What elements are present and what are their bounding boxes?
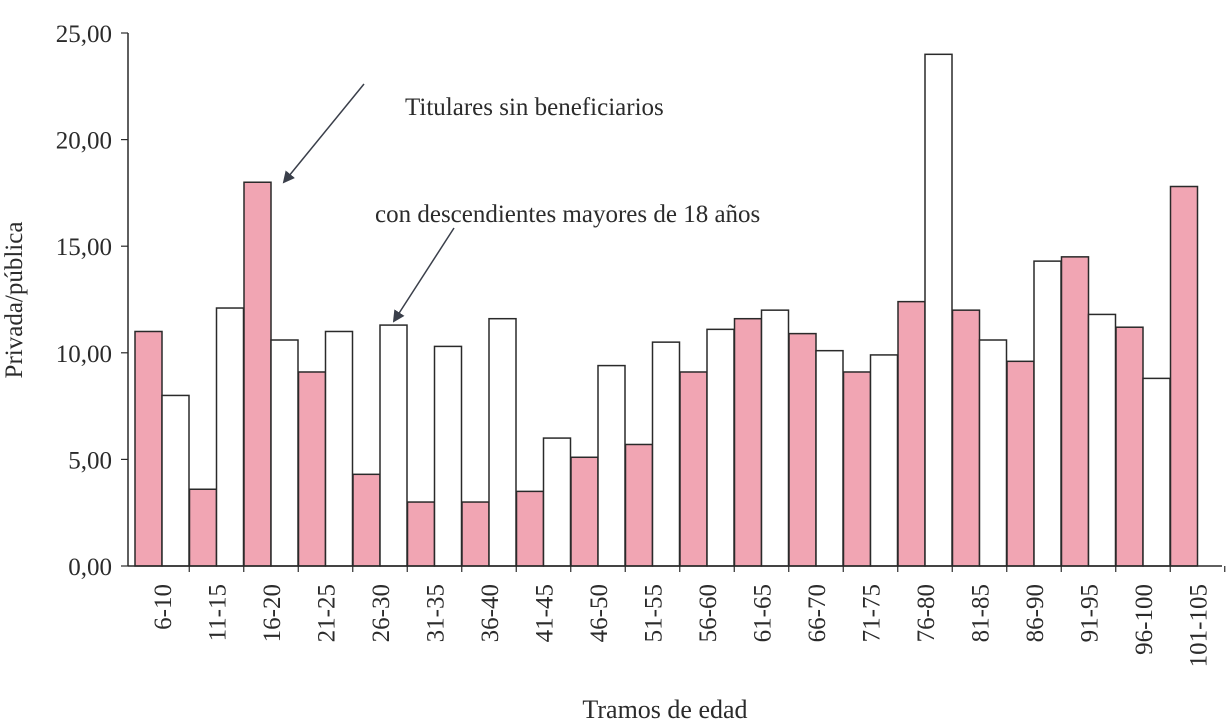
bar-series2-81-85 xyxy=(978,339,1008,567)
bar-series1-91-95 xyxy=(1060,256,1090,567)
bar-series2-96-100 xyxy=(1142,377,1171,567)
x-tick-label: 26-30 xyxy=(368,584,395,642)
x-tick-label: 81-85 xyxy=(968,584,995,642)
y-tick-label: 5,00 xyxy=(68,447,112,474)
bar-series1-21-25 xyxy=(297,371,327,567)
x-tick-label: 6-10 xyxy=(150,584,177,630)
bar-series2-6-10 xyxy=(161,394,190,567)
bar-series1-26-30 xyxy=(352,473,381,567)
annotations-layer: Titulares sin beneficiarios con descendi… xyxy=(282,83,760,323)
x-tick-label: 46-50 xyxy=(586,584,613,642)
x-tick-label: 51-55 xyxy=(641,584,668,642)
bar-series1-66-70 xyxy=(788,332,817,567)
bar-series1-41-45 xyxy=(515,490,545,567)
bar-series2-36-40 xyxy=(488,317,517,567)
x-tick-label: 21-25 xyxy=(314,584,341,642)
bar-series1-101-105 xyxy=(1169,185,1199,567)
bar-series2-91-95 xyxy=(1087,313,1117,567)
axes-layer: 6-10 11-15 16-20 21-25 26-30 31-35 36-40 41-45 4… xyxy=(56,21,1226,667)
bar-series1-6-10 xyxy=(134,330,163,567)
bar-series2-51-55 xyxy=(651,341,681,567)
bar-series2-66-70 xyxy=(815,349,844,567)
x-tick-label: 101-105 xyxy=(1186,584,1213,667)
bar-series1-11-15 xyxy=(188,488,218,567)
x-tick-label: 86-90 xyxy=(1022,584,1049,642)
bar-series2-86-90 xyxy=(1033,260,1062,567)
x-tick-label: 16-20 xyxy=(259,584,286,642)
bar-series1-46-50 xyxy=(570,456,599,567)
bars-layer xyxy=(134,53,1199,567)
bar-series2-21-25 xyxy=(324,330,354,567)
bar-series1-81-85 xyxy=(951,309,981,567)
x-tick-label: 41-45 xyxy=(532,584,559,642)
bar-series1-31-35 xyxy=(406,501,436,567)
bar-series2-26-30 xyxy=(379,324,408,567)
annotation-titulares: Titulares sin beneficiarios xyxy=(405,94,664,121)
bar-series1-51-55 xyxy=(624,443,654,567)
x-tick-label: 66-70 xyxy=(804,584,831,642)
bar-series2-31-35 xyxy=(433,345,463,567)
y-tick-label: 15,00 xyxy=(56,234,112,261)
bar-series2-41-45 xyxy=(542,437,572,567)
y-tick-label: 25,00 xyxy=(56,21,112,48)
annotation-descendientes: con descendientes mayores de 18 años xyxy=(375,201,760,228)
bar-series1-61-65 xyxy=(733,317,763,567)
bar-series1-16-20 xyxy=(243,181,272,567)
x-tick-label: 56-60 xyxy=(695,584,722,642)
bar-series2-56-60 xyxy=(706,328,735,567)
bar-series2-76-80 xyxy=(924,53,953,567)
annotation-arrow-descendientes xyxy=(392,227,455,323)
y-tick-label: 0,00 xyxy=(68,554,112,581)
bar-series2-16-20 xyxy=(270,339,299,567)
x-tick-label: 36-40 xyxy=(477,584,504,642)
x-tick-label: 91-95 xyxy=(1077,584,1104,642)
bar-series1-76-80 xyxy=(897,300,926,567)
bar-series2-61-65 xyxy=(760,309,790,567)
y-axis-label: Privada/pública xyxy=(1,222,28,379)
x-tick-label: 96-100 xyxy=(1131,584,1158,655)
y-tick-label: 20,00 xyxy=(56,128,112,155)
bar-series2-46-50 xyxy=(597,364,626,567)
bar-series2-71-75 xyxy=(869,354,899,567)
bar-series1-56-60 xyxy=(679,371,708,567)
x-axis-label: Tramos de edad xyxy=(582,695,747,720)
bar-series1-71-75 xyxy=(842,371,872,567)
bar-series1-86-90 xyxy=(1006,360,1035,567)
y-tick-label: 10,00 xyxy=(56,341,112,368)
x-tick-label: 31-35 xyxy=(423,584,450,642)
bar-series2-11-15 xyxy=(215,307,245,567)
bar-series1-36-40 xyxy=(461,501,490,567)
x-tick-label: 76-80 xyxy=(913,584,940,642)
x-tick-label: 71-75 xyxy=(859,584,886,642)
x-tick-label: 61-65 xyxy=(750,584,777,642)
x-tick-label: 11-15 xyxy=(205,584,232,641)
annotation-arrow-titulares xyxy=(282,83,365,184)
bar-series1-96-100 xyxy=(1115,326,1144,567)
